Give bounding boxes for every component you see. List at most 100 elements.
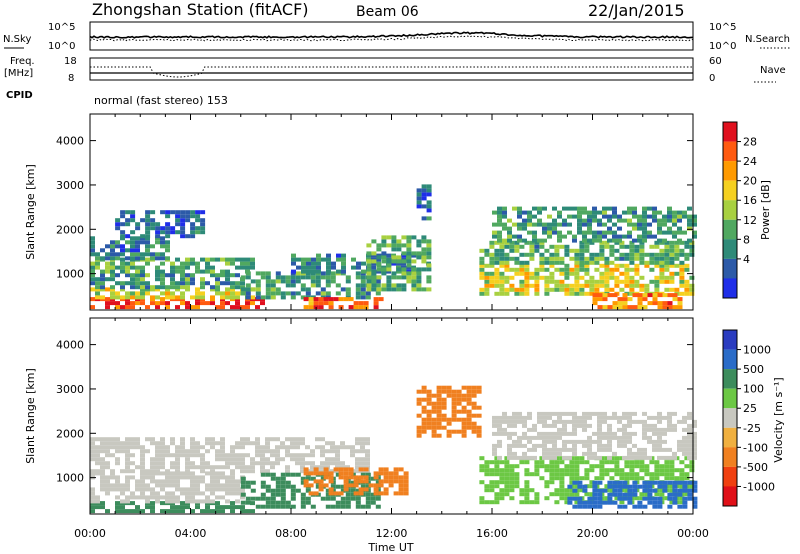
- range-cell: [682, 230, 687, 235]
- range-cell: [225, 505, 230, 510]
- range-cell: [426, 188, 432, 193]
- range-cell: [406, 263, 412, 268]
- range-cell: [170, 453, 175, 458]
- range-cell: [360, 484, 366, 489]
- range-cell: [431, 429, 437, 434]
- range-cell: [180, 222, 186, 227]
- range-cell: [637, 234, 642, 239]
- range-cell: [135, 295, 140, 300]
- range-cell: [371, 259, 377, 264]
- range-cell: [130, 252, 135, 257]
- range-cell: [90, 265, 95, 270]
- range-cell: [607, 496, 613, 501]
- range-cell: [180, 226, 186, 231]
- range-cell: [642, 210, 647, 215]
- range-cell: [265, 504, 271, 509]
- range-cell: [692, 451, 697, 456]
- range-cell: [313, 301, 319, 306]
- range-cell: [355, 449, 360, 454]
- range-cell: [614, 267, 620, 272]
- range-cell: [381, 251, 387, 256]
- range-cell: [632, 443, 637, 448]
- range-cell: [687, 488, 693, 493]
- range-cell: [632, 293, 638, 298]
- range-cell: [682, 504, 688, 509]
- colorbar-swatch: [723, 180, 737, 201]
- range-cell: [622, 427, 627, 432]
- range-cell: [582, 415, 587, 420]
- range-cell: [135, 487, 140, 492]
- range-cell: [547, 423, 552, 428]
- range-cell: [200, 465, 205, 470]
- range-cell: [559, 460, 565, 465]
- range-cell: [205, 499, 210, 504]
- range-cell: [649, 279, 655, 284]
- range-cell: [547, 226, 552, 231]
- range-cell: [604, 279, 610, 284]
- range-cell: [559, 456, 565, 461]
- range-cell: [391, 255, 397, 260]
- range-cell: [290, 492, 296, 497]
- range-cell: [100, 269, 105, 274]
- range-cell: [160, 479, 165, 484]
- range-cell: [587, 230, 592, 235]
- range-cell: [355, 465, 360, 470]
- range-cell: [195, 305, 200, 310]
- colorbar-swatch: [723, 408, 737, 428]
- range-cell: [489, 252, 495, 257]
- range-cell: [155, 226, 161, 231]
- range-cell: [524, 287, 530, 292]
- range-cell: [577, 484, 583, 489]
- range-cell: [569, 468, 575, 473]
- range-cell: [509, 472, 515, 477]
- range-cell: [165, 449, 170, 454]
- range-cell: [687, 415, 692, 420]
- range-cell: [629, 464, 635, 469]
- range-cell: [534, 291, 540, 296]
- range-cell: [574, 500, 580, 505]
- colorbar-tick-label: 1000: [743, 344, 771, 357]
- range-cell: [607, 206, 612, 211]
- range-cell: [629, 460, 635, 465]
- range-cell: [549, 263, 555, 268]
- range-cell: [539, 267, 545, 272]
- range-cell: [692, 439, 697, 444]
- range-cell: [664, 260, 670, 265]
- range-cell: [115, 226, 121, 231]
- range-cell: [629, 476, 635, 481]
- range-cell: [547, 431, 552, 436]
- range-cell: [160, 261, 165, 266]
- range-cell: [355, 469, 360, 474]
- range-cell: [554, 464, 560, 469]
- range-cell: [544, 275, 550, 280]
- range-cell: [657, 415, 662, 420]
- range-cell: [320, 437, 325, 442]
- range-cell: [537, 206, 542, 211]
- range-cell: [240, 291, 246, 296]
- range-cell: [504, 263, 510, 268]
- range-cell: [634, 460, 640, 465]
- range-cell: [225, 291, 230, 296]
- x-tick-label: 12:00: [376, 527, 408, 540]
- range-cell: [275, 291, 281, 296]
- range-cell: [659, 468, 665, 473]
- range-cell: [355, 457, 360, 462]
- range-cell: [682, 500, 688, 505]
- range-cell: [504, 267, 510, 272]
- range-cell: [549, 287, 555, 292]
- range-cell: [200, 469, 205, 474]
- range-cell: [416, 389, 422, 394]
- range-cell: [637, 293, 643, 298]
- range-cell: [333, 467, 339, 472]
- range-cell: [215, 465, 220, 470]
- range-cell: [484, 283, 490, 288]
- range-cell: [614, 263, 620, 268]
- range-cell: [401, 253, 406, 258]
- range-cell: [285, 480, 291, 485]
- range-cell: [190, 230, 196, 235]
- range-cell: [328, 471, 334, 476]
- range-cell: [140, 471, 145, 476]
- range-cell: [552, 431, 557, 436]
- range-cell: [421, 259, 427, 264]
- range-cell: [534, 468, 540, 473]
